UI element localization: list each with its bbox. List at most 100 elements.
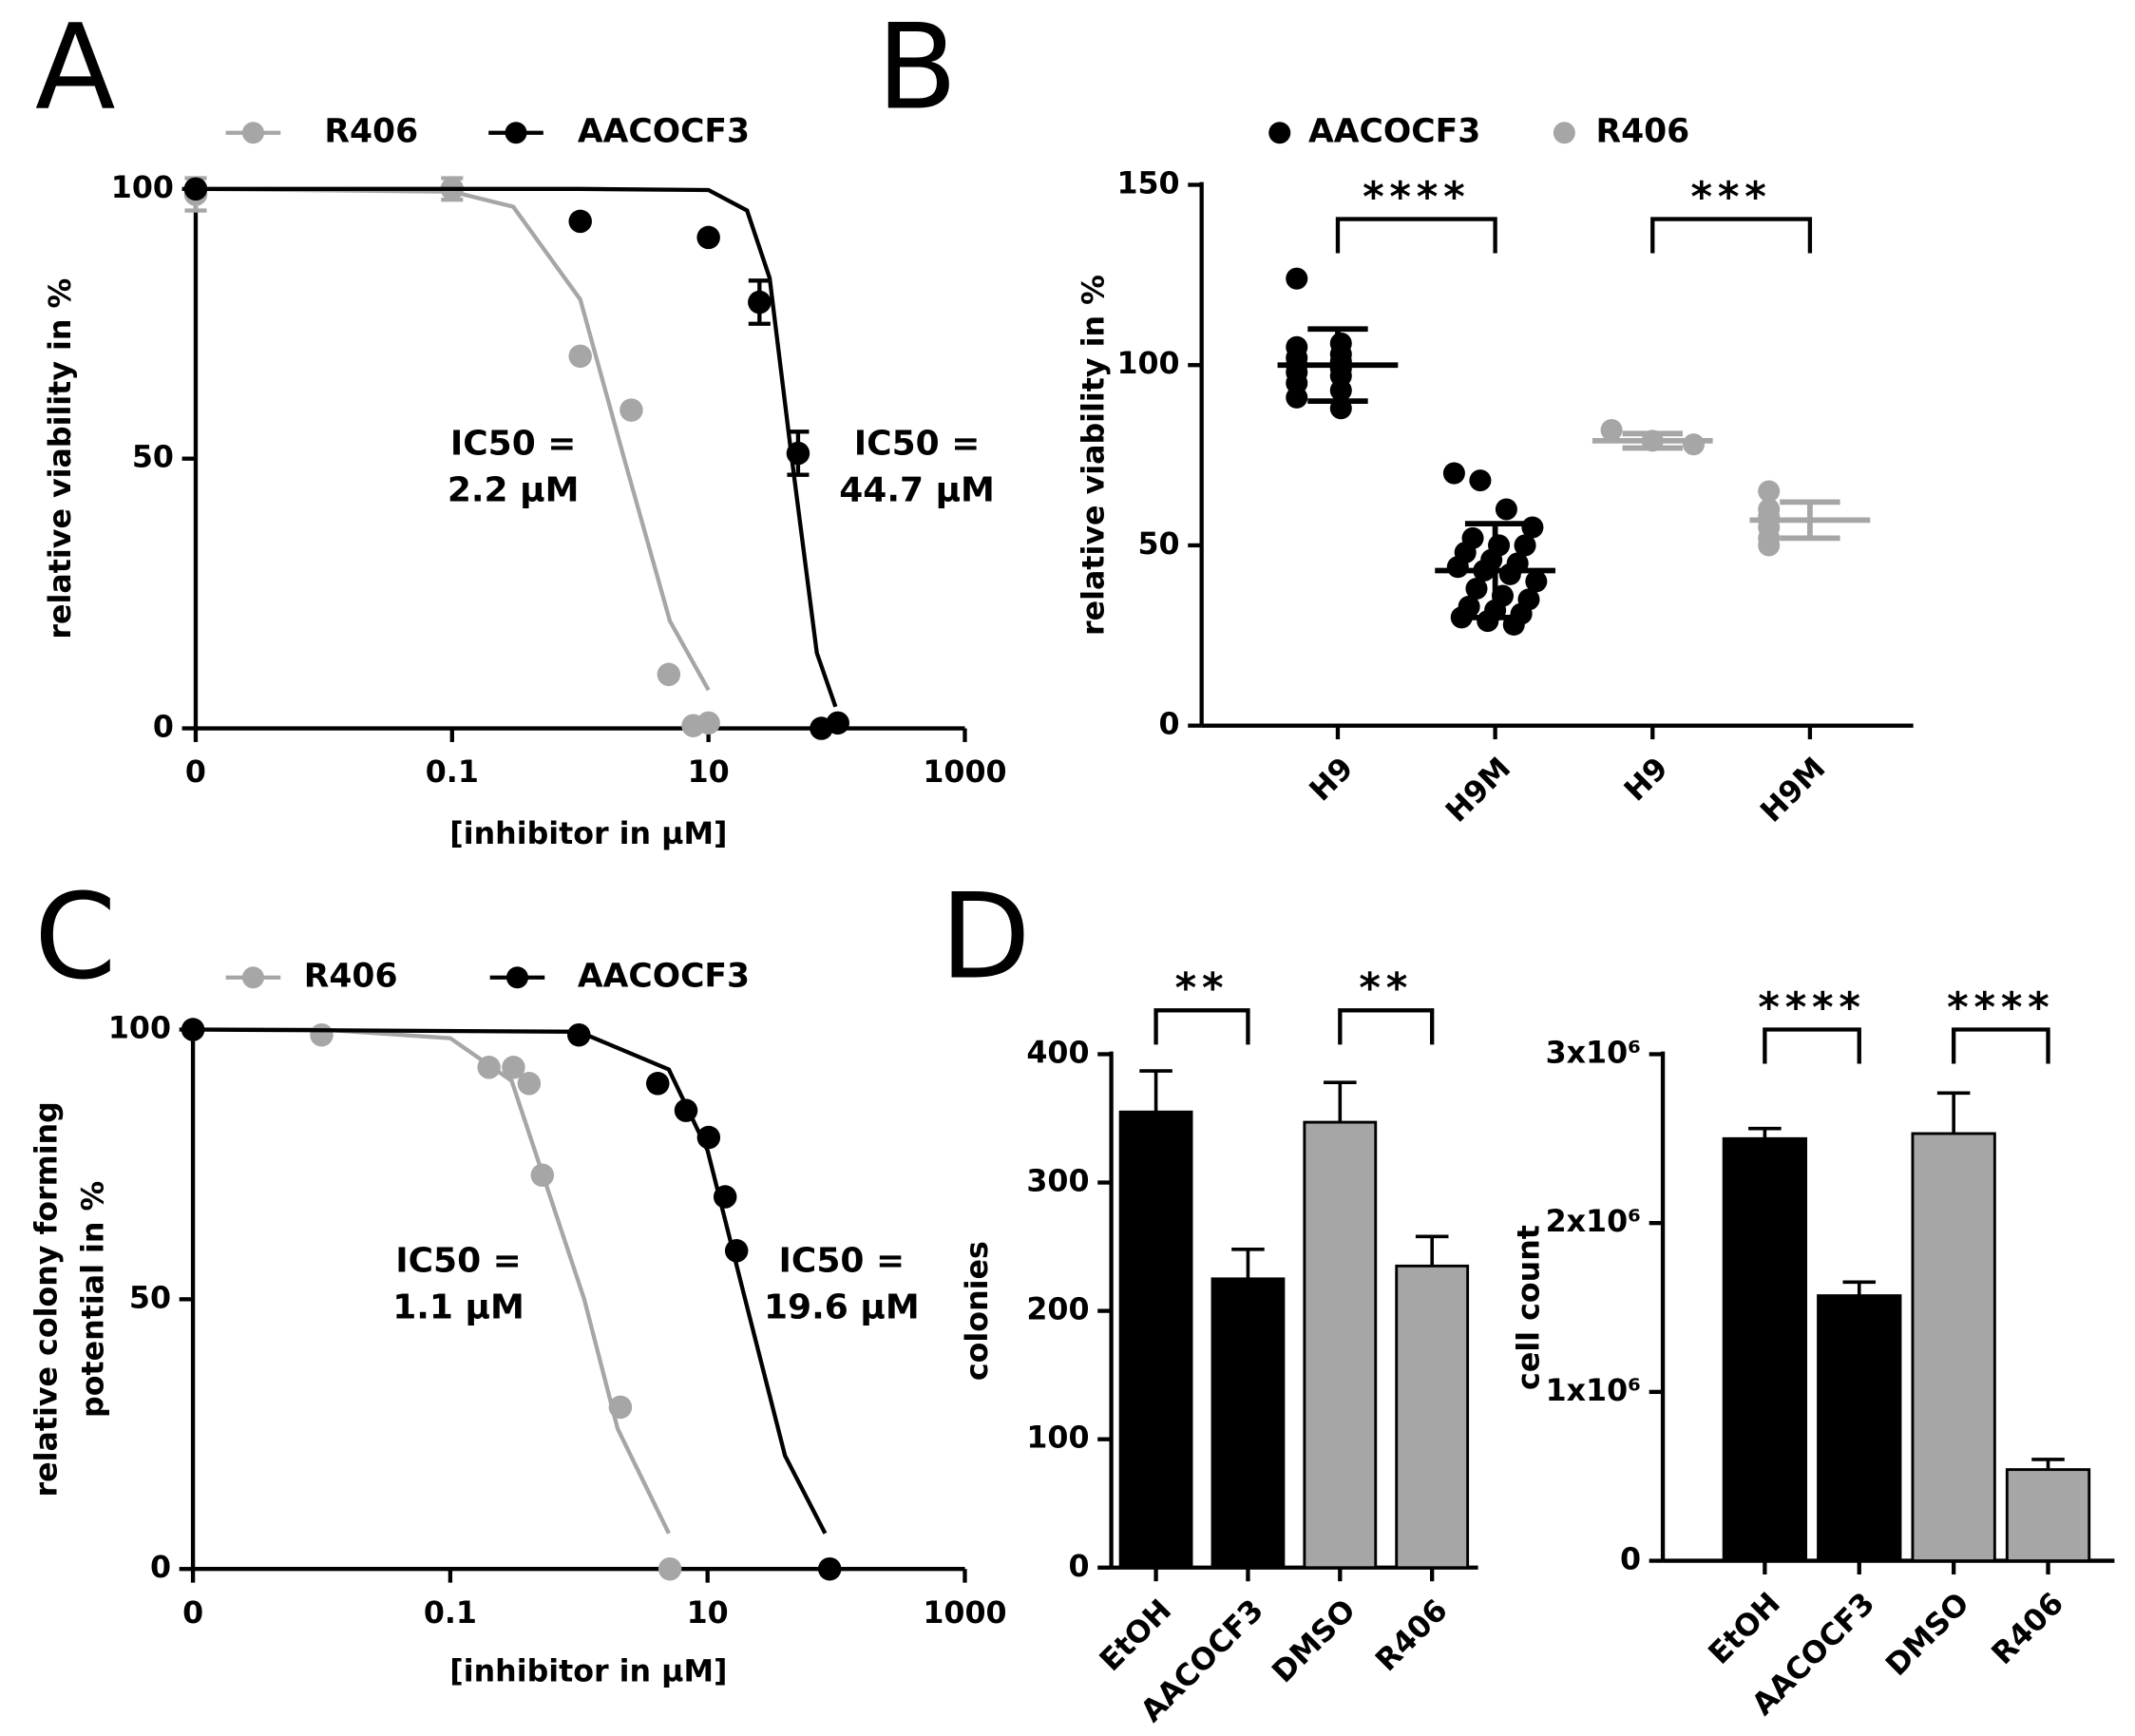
x-tick-label: H9	[1304, 752, 1361, 809]
significance-bracket	[1338, 1008, 1435, 1045]
y-axis-label: cell count	[1512, 1225, 1546, 1390]
fit-curve	[195, 186, 838, 708]
x-tick-label: DMSO	[1879, 1586, 1976, 1683]
y-tick-label: 1x10⁶	[1546, 1374, 1641, 1408]
x-tick-label: EtOH	[1094, 1593, 1178, 1678]
fit-curve	[193, 1027, 828, 1535]
error-bar	[1748, 1126, 1782, 1139]
legend-marker	[241, 966, 264, 989]
ic50-annotation: 44.7 µM	[839, 470, 995, 509]
y-tick-label: 3x10⁶	[1546, 1036, 1641, 1070]
y-tick-label: 50	[132, 441, 174, 475]
data-point	[1286, 267, 1308, 290]
panel-letter: D	[940, 868, 1030, 1005]
bar	[2005, 1468, 2091, 1563]
y-axis-label: relative viability in %	[44, 278, 78, 639]
y-tick-label: 150	[1116, 167, 1179, 201]
data-point	[817, 1556, 842, 1581]
data-point	[1521, 516, 1544, 539]
panel-letter: A	[35, 0, 116, 136]
ic50-annotation: 1.1 µM	[392, 1288, 524, 1326]
y-tick-label: 50	[1138, 527, 1180, 562]
data-point	[748, 290, 772, 315]
y-tick-label: 100	[108, 1012, 171, 1046]
data-point	[1465, 577, 1488, 600]
y-tick-label: 100	[1026, 1421, 1089, 1456]
error-bar	[1231, 1247, 1265, 1279]
legend-label: R406	[304, 957, 398, 995]
legend-marker	[1268, 122, 1291, 144]
data-point	[183, 177, 208, 201]
data-point	[568, 344, 592, 369]
ic50-annotation: IC50 =	[395, 1241, 522, 1280]
x-tick-label: EtOH	[1703, 1586, 1787, 1670]
data-point	[310, 1022, 334, 1047]
y-tick-label: 0	[1620, 1543, 1641, 1577]
legend-marker	[505, 122, 527, 144]
legend-label: R406	[1595, 112, 1689, 150]
significance-label: **	[1359, 965, 1413, 1013]
significance-label: ****	[1758, 984, 1865, 1032]
y-tick-label: 300	[1026, 1165, 1089, 1199]
error-bar	[1139, 1069, 1172, 1113]
x-axis-label: [inhibitor in µM]	[449, 817, 727, 851]
legend-label: R406	[324, 112, 418, 150]
data-point	[724, 1239, 749, 1263]
x-tick-label: 0	[182, 1596, 203, 1631]
legend-label: AACOCF3	[1308, 112, 1480, 150]
data-point	[1442, 462, 1465, 485]
error-bar	[1415, 1234, 1449, 1267]
x-tick-label: R406	[1369, 1593, 1454, 1678]
y-tick-label: 50	[129, 1281, 171, 1315]
data-point	[786, 441, 810, 466]
y-tick-label: 2x10⁶	[1546, 1205, 1641, 1239]
significance-bracket	[1153, 1008, 1250, 1045]
data-point	[1682, 433, 1705, 456]
data-point	[696, 1125, 721, 1150]
x-axis-label: [inhibitor in µM]	[449, 1655, 727, 1689]
ic50-annotation: 2.2 µM	[448, 470, 580, 509]
ic50-annotation: IC50 =	[854, 424, 981, 463]
x-tick-label: 0.1	[426, 755, 479, 790]
legend-label: AACOCF3	[578, 112, 750, 150]
data-point	[620, 398, 643, 422]
significance-label: ****	[1947, 984, 2054, 1032]
significance-label: **	[1175, 965, 1230, 1013]
legend-label: AACOCF3	[578, 957, 750, 995]
data-point	[826, 711, 849, 735]
fit-curve	[193, 1027, 671, 1535]
data-point	[477, 1056, 501, 1079]
error-bar	[1936, 1091, 1971, 1134]
significance-bracket	[1650, 217, 1813, 254]
data-point	[1525, 570, 1548, 593]
bar	[1817, 1294, 1902, 1563]
error-bar	[2031, 1458, 2065, 1470]
data-point	[1469, 469, 1492, 492]
bar	[1118, 1110, 1193, 1570]
x-tick-label: H9M	[1439, 752, 1517, 830]
y-axis-label: relative colony forming	[29, 1101, 64, 1497]
x-tick-label: DMSO	[1266, 1593, 1363, 1690]
data-point	[567, 1022, 591, 1047]
legend-marker	[241, 122, 264, 144]
y-tick-label: 100	[111, 171, 174, 205]
bar	[1210, 1277, 1286, 1570]
data-point	[568, 209, 592, 234]
data-point	[502, 1056, 525, 1079]
data-point	[713, 1185, 737, 1209]
y-tick-label: 100	[1116, 347, 1179, 381]
significance-label: ***	[1691, 174, 1772, 221]
x-tick-label: H9	[1618, 752, 1675, 809]
error-bar	[1842, 1280, 1877, 1296]
data-point	[646, 1072, 670, 1096]
y-tick-label: 0	[150, 1551, 171, 1585]
x-tick-label: R406	[1986, 1586, 2070, 1670]
ic50-annotation: IC50 =	[450, 424, 577, 463]
y-tick-label: 0	[1068, 1550, 1089, 1584]
x-tick-label: 0	[185, 755, 206, 790]
data-point	[674, 1098, 698, 1122]
data-point	[1286, 386, 1308, 409]
data-point	[1600, 418, 1623, 442]
